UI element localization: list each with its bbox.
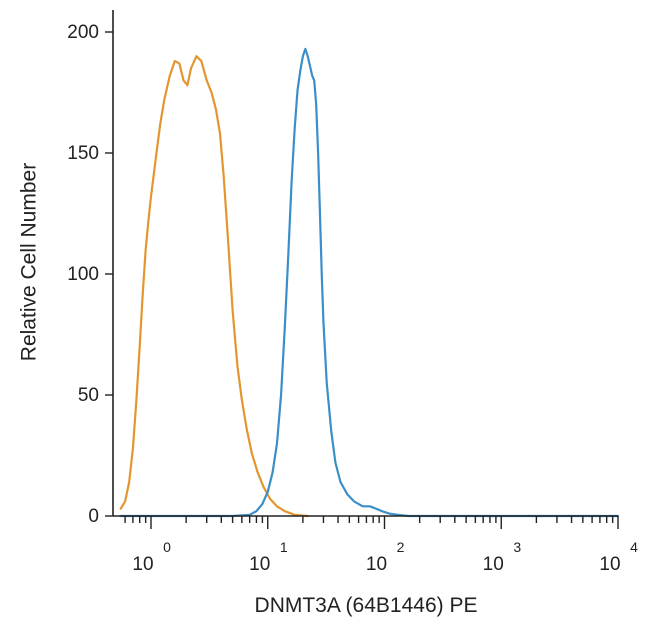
x-ticks: 10 0 10 1 10 2 10 3 10 4 [124,516,638,575]
x-tick-label-100: 10 [366,554,387,575]
series-layer [119,47,620,518]
x-tick-label-10: 10 [249,554,270,575]
x-tick-label-10000: 10 [599,554,620,575]
x-tick-exponent-1000: 3 [513,539,521,555]
y-tick-label-150: 150 [67,143,99,164]
x-tick-label-1000: 10 [483,554,504,575]
x-tick-label-1: 10 [132,554,153,575]
x-tick-exponent-10000: 4 [630,539,638,555]
x-tick-exponent-10: 1 [280,539,288,555]
x-tick-exponent-1: 0 [163,539,171,555]
y-ticks: 0 50 100 150 200 [67,22,113,527]
y-tick-label-50: 50 [78,385,99,406]
y-tick-label-0: 0 [88,506,99,527]
y-axis-title: Relative Cell Number [18,163,41,361]
y-tick-label-200: 200 [67,22,99,43]
series-line-1 [119,55,309,518]
x-tick-exponent-100: 2 [397,539,405,555]
y-tick-label-100: 100 [67,264,99,285]
series-line-2 [119,47,620,518]
axes-layer [112,10,618,517]
x-axis-title: DNMT3A (64B1446) PE [255,594,478,617]
